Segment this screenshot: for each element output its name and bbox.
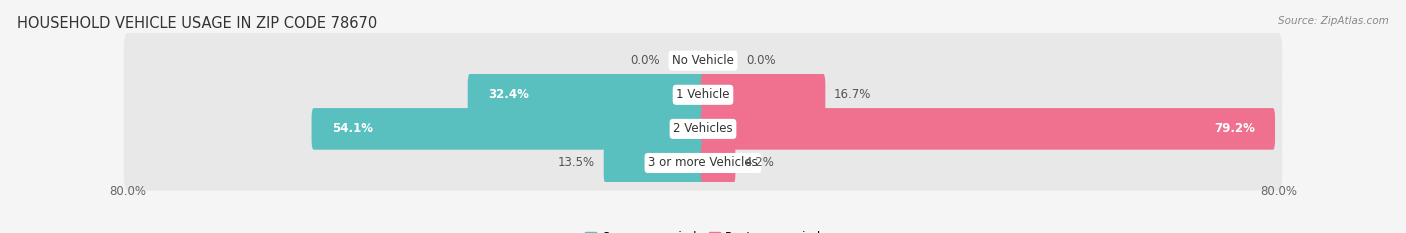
FancyBboxPatch shape — [468, 74, 706, 116]
Text: 2 Vehicles: 2 Vehicles — [673, 122, 733, 135]
Text: 1 Vehicle: 1 Vehicle — [676, 88, 730, 101]
Text: 32.4%: 32.4% — [488, 88, 529, 101]
Text: 0.0%: 0.0% — [630, 54, 659, 67]
FancyBboxPatch shape — [700, 142, 735, 184]
Legend: Owner-occupied, Renter-occupied: Owner-occupied, Renter-occupied — [579, 226, 827, 233]
FancyBboxPatch shape — [124, 33, 1282, 88]
Text: 4.2%: 4.2% — [744, 157, 773, 169]
FancyBboxPatch shape — [700, 108, 1275, 150]
FancyBboxPatch shape — [124, 101, 1282, 157]
Text: Source: ZipAtlas.com: Source: ZipAtlas.com — [1278, 16, 1389, 26]
Text: No Vehicle: No Vehicle — [672, 54, 734, 67]
Text: 0.0%: 0.0% — [747, 54, 776, 67]
Text: 16.7%: 16.7% — [834, 88, 872, 101]
FancyBboxPatch shape — [700, 74, 825, 116]
Text: 79.2%: 79.2% — [1213, 122, 1256, 135]
Text: 54.1%: 54.1% — [332, 122, 373, 135]
Text: 13.5%: 13.5% — [558, 157, 595, 169]
Text: HOUSEHOLD VEHICLE USAGE IN ZIP CODE 78670: HOUSEHOLD VEHICLE USAGE IN ZIP CODE 7867… — [17, 16, 377, 31]
Text: 3 or more Vehicles: 3 or more Vehicles — [648, 157, 758, 169]
FancyBboxPatch shape — [603, 142, 706, 184]
FancyBboxPatch shape — [124, 135, 1282, 191]
FancyBboxPatch shape — [124, 67, 1282, 122]
FancyBboxPatch shape — [312, 108, 706, 150]
